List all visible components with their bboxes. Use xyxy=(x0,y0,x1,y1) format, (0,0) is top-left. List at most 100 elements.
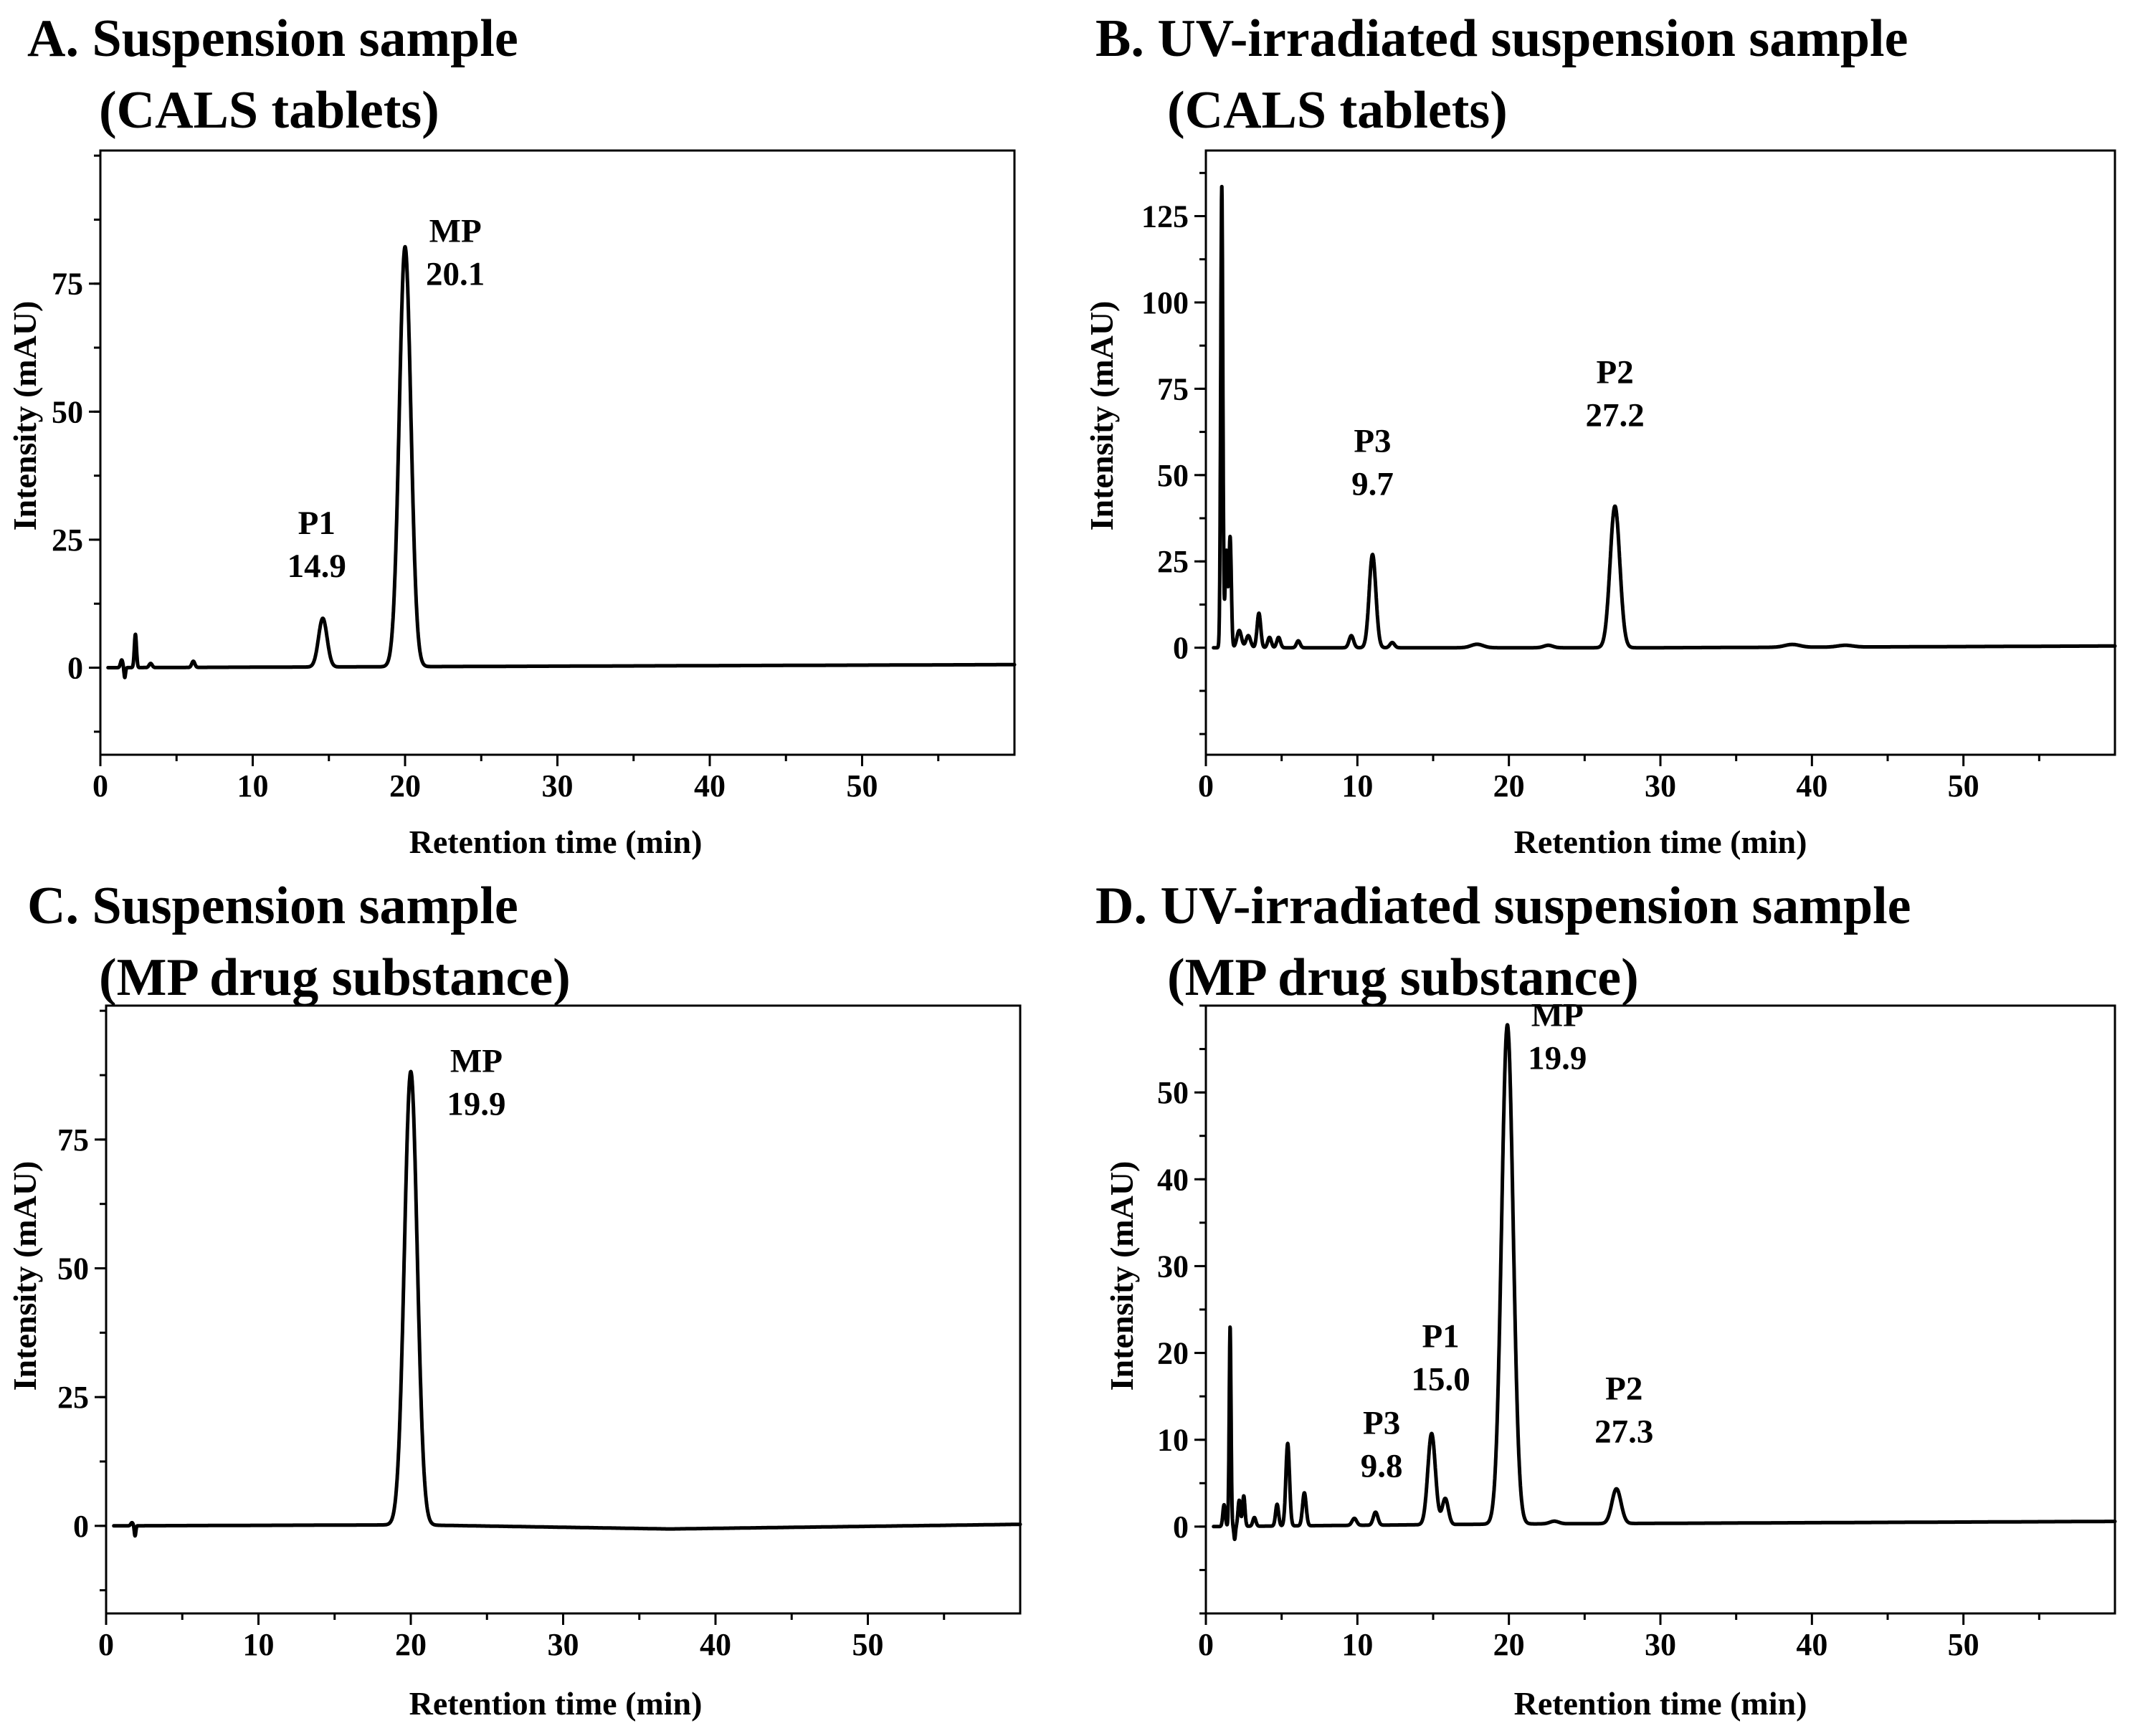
panel-d-y-tick-label: 40 xyxy=(1157,1162,1189,1197)
panel-c-y-axis-label: Intensity (mAU) xyxy=(6,1161,43,1391)
peak-name: MP xyxy=(450,1043,503,1080)
panel-d-y-tick-label: 20 xyxy=(1157,1336,1189,1371)
panel-d-x-tick-label: 10 xyxy=(1341,1627,1373,1662)
panel-a-x-tick-label: 30 xyxy=(542,768,574,803)
panel-b-y-tick-label: 25 xyxy=(1157,544,1189,579)
panel-b-chromatogram-trace xyxy=(1212,184,2117,650)
panel-a-plot: 0 10 20 30 40 50 0 25 50 75 P1 14.9 MP 20.1 xyxy=(52,149,1017,803)
panel-d-plot: 0 10 20 30 40 5001020304050P39.8P115.0MP19.9P… xyxy=(1157,996,2117,1662)
panel-a-title-line1: A. Suspension sample xyxy=(27,9,518,68)
peak-retention-time: 9.7 xyxy=(1351,466,1394,503)
peak-name: MP xyxy=(429,213,482,250)
panel-b-x-tick-label: 0 xyxy=(1198,768,1214,803)
panel-b-y-tick-label: 0 xyxy=(1173,631,1189,666)
panel-d-y-tick-label: 50 xyxy=(1157,1075,1189,1110)
panel-c-x-tick-label: 40 xyxy=(700,1627,731,1662)
panel-b-x-tick-label: 30 xyxy=(1645,768,1676,803)
panel-d-y-tick-label: 30 xyxy=(1157,1249,1189,1284)
panel-d-y-tick-label: 0 xyxy=(1173,1510,1189,1545)
panel-c-y-tick-label: 0 xyxy=(73,1509,89,1544)
panel-b-y-tick-label: 100 xyxy=(1141,285,1189,320)
panel-c-title-line2: (MP drug substance) xyxy=(99,948,571,1007)
panel-d-x-tick-label: 20 xyxy=(1493,1627,1525,1662)
panel-c-x-tick-label: 10 xyxy=(243,1627,275,1662)
panel-d-y-axis-label: Intensity (mAU) xyxy=(1103,1161,1140,1391)
panel-a: A. Suspension sample (CALS tablets) 0 10 2… xyxy=(6,9,1017,860)
panel-c-chromatogram-trace xyxy=(112,1069,1022,1538)
peak-retention-time: 15.0 xyxy=(1411,1361,1470,1398)
panel-a-x-tick-label: 40 xyxy=(694,768,726,803)
peak-retention-time: 27.2 xyxy=(1585,396,1644,434)
panel-b-x-tick-label: 50 xyxy=(1948,768,1979,803)
panel-b-title-line1: B. UV-irradiated suspension sample xyxy=(1095,9,1908,68)
peak-retention-time: 9.8 xyxy=(1361,1448,1403,1485)
panel-a-y-tick-label: 75 xyxy=(52,267,83,302)
panel-c-x-tick-label: 30 xyxy=(548,1627,579,1662)
panel-d-y-tick-label: 10 xyxy=(1157,1423,1189,1458)
peak-retention-time: 19.9 xyxy=(447,1086,505,1123)
panel-a-x-tick-label: 0 xyxy=(92,768,108,803)
panel-c-y-tick-label: 75 xyxy=(57,1122,89,1158)
panel-c-peak-label-mp: MP 19.9 xyxy=(447,1043,505,1123)
peak-name: P2 xyxy=(1605,1370,1642,1407)
panel-a-title-line2: (CALS tablets) xyxy=(99,81,439,140)
panel-a-x-tick-label: 10 xyxy=(237,768,269,803)
panel-a-x-tick-label: 20 xyxy=(389,768,421,803)
panel-b-x-tick-label: 10 xyxy=(1341,768,1373,803)
panel-a-y-axis-label: Intensity (mAU) xyxy=(6,301,43,531)
panel-d-chromatogram-trace xyxy=(1212,1023,2117,1542)
panel-d-x-tick-label: 0 xyxy=(1198,1627,1214,1662)
panel-b-y-tick-label: 50 xyxy=(1157,458,1189,493)
panel-c-plot: 0 10 20 30 40 50 0 25 50 75 MP 19.9 xyxy=(57,1004,1022,1662)
panel-a-peak-label-p1: P1 14.9 xyxy=(287,505,346,585)
panel-c-x-tick-label: 0 xyxy=(98,1627,114,1662)
peak-name: P3 xyxy=(1354,423,1391,460)
panel-b-x-tick-label: 40 xyxy=(1796,768,1827,803)
peak-name: P3 xyxy=(1363,1405,1400,1442)
panel-d-x-axis-label: Retention time (min) xyxy=(1514,1685,1807,1722)
panel-b-peak-label-p3: P39.7 xyxy=(1351,423,1394,503)
panel-c-x-tick-label: 20 xyxy=(395,1627,427,1662)
peak-name: P1 xyxy=(1422,1318,1459,1355)
panel-d-peak-label-p1: P1 15.0 xyxy=(1411,1318,1470,1398)
panel-d-title-line2: (MP drug substance) xyxy=(1167,948,1639,1007)
panel-c: C. Suspension sample (MP drug substance)… xyxy=(6,877,1022,1722)
panel-b: B. UV-irradiated suspension sample (CALS… xyxy=(1083,9,2117,860)
panel-d-x-tick-label: 30 xyxy=(1645,1627,1676,1662)
panel-a-y-tick-label: 50 xyxy=(52,394,83,429)
panel-b-y-tick-label: 125 xyxy=(1141,199,1189,234)
panel-d: D. UV-irradiated suspension sample (MP d… xyxy=(1095,877,2117,1722)
panel-b-y-tick-label: 75 xyxy=(1157,371,1189,406)
peak-retention-time: 27.3 xyxy=(1594,1413,1653,1450)
panel-c-x-tick-label: 50 xyxy=(852,1627,884,1662)
panel-a-x-axis-label: Retention time (min) xyxy=(409,824,703,860)
panel-d-peak-label-mp: MP 19.9 xyxy=(1528,996,1587,1077)
panel-c-y-tick-label: 25 xyxy=(57,1380,89,1415)
panel-b-y-axis-label: Intensity (mAU) xyxy=(1083,301,1120,531)
peak-name: P2 xyxy=(1596,353,1633,391)
panel-d-title-line1: D. UV-irradiated suspension sample xyxy=(1095,877,1911,935)
panel-a-y-tick-label: 0 xyxy=(67,651,83,686)
panel-b-peak-label-p2: P2 27.2 xyxy=(1585,353,1644,434)
panel-c-title-line1: C. Suspension sample xyxy=(27,877,518,935)
peak-retention-time: 14.9 xyxy=(287,548,346,585)
panel-d-x-tick-label: 50 xyxy=(1948,1627,1979,1662)
peak-retention-time: 20.1 xyxy=(426,256,485,293)
panel-c-x-axis-label: Retention time (min) xyxy=(409,1685,703,1722)
panel-a-y-tick-label: 25 xyxy=(52,523,83,558)
panel-d-x-tick-label: 40 xyxy=(1796,1627,1827,1662)
peak-retention-time: 19.9 xyxy=(1528,1039,1587,1077)
panel-a-chromatogram-trace xyxy=(106,244,1017,679)
panel-a-peak-label-mp: MP 20.1 xyxy=(426,213,485,293)
panel-b-title-line2: (CALS tablets) xyxy=(1167,81,1508,140)
panel-b-x-axis-label: Retention time (min) xyxy=(1514,824,1807,860)
peak-name: P1 xyxy=(298,505,336,542)
peak-name: MP xyxy=(1531,996,1584,1034)
panel-a-x-tick-label: 50 xyxy=(847,768,878,803)
panel-d-peak-label-p3: P39.8 xyxy=(1361,1405,1403,1485)
panel-b-x-tick-label: 20 xyxy=(1493,768,1525,803)
panel-c-y-tick-label: 50 xyxy=(57,1251,89,1287)
panel-d-peak-label-p2: P2 27.3 xyxy=(1594,1370,1653,1450)
